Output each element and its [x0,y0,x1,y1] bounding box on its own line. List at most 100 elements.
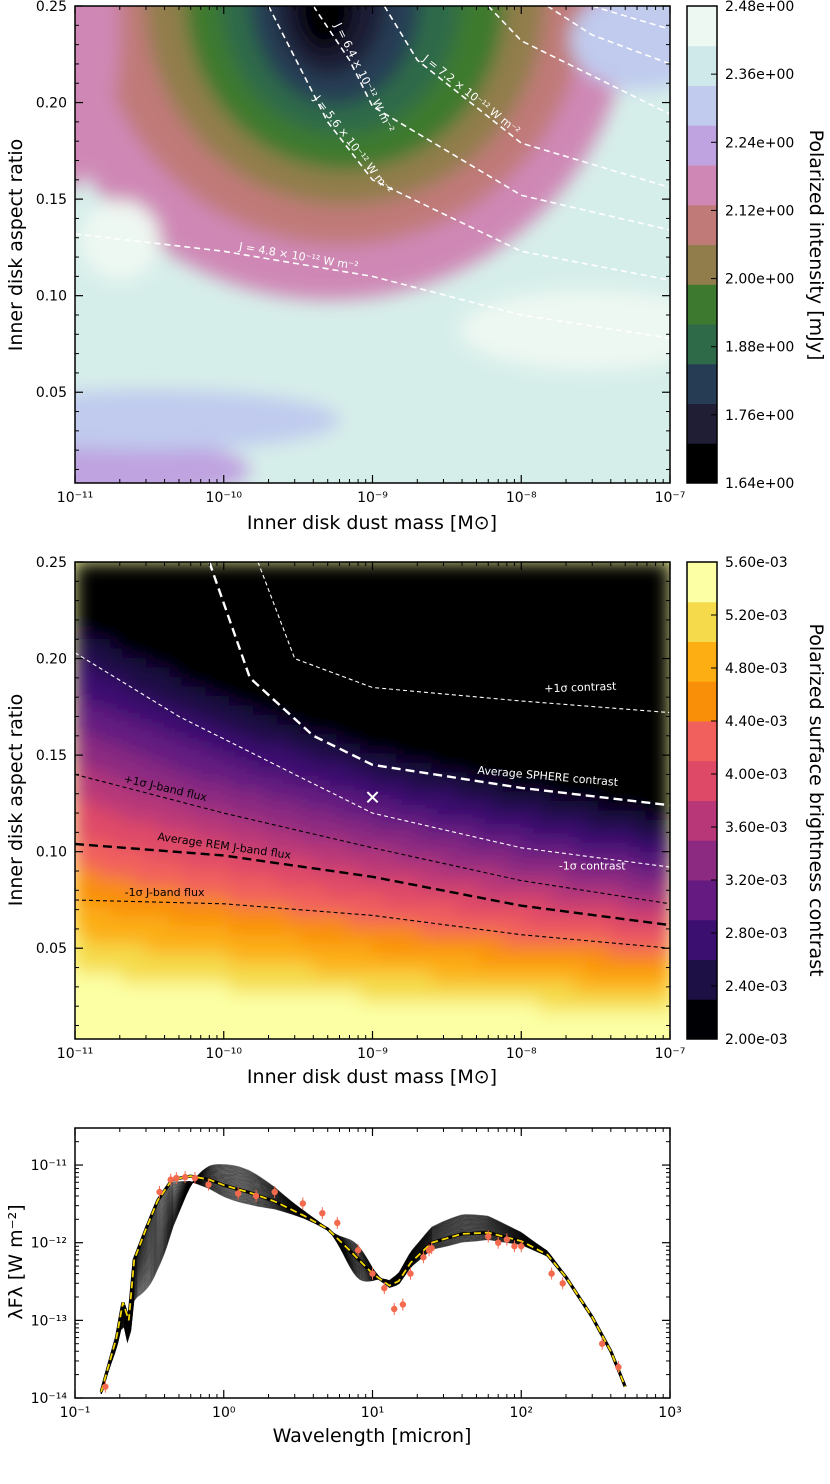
panel-2-heatmap-cell [348,637,362,649]
panel-2-heatmap-cell [383,628,397,639]
panel-2-heatmap-cell [110,790,124,801]
panel-2-heatmap-cell [526,590,540,601]
panel-2-heatmap-cell [431,723,445,735]
panel-2-heatmap-cell [550,952,564,964]
panel-2-heatmap-cell [562,847,576,859]
panel-2-heatmap-cell [312,809,326,821]
panel-2-heatmap-cell [407,914,421,926]
panel-2-heatmap-cell [288,761,302,773]
panel-2-heatmap-cell [455,1028,469,1039]
panel-2-heatmap-cell [431,876,445,887]
panel-2-heatmap-cell [122,695,135,706]
panel-2-heatmap-cell [193,1009,207,1021]
panel-2-heatmap-cell [502,733,516,744]
panel-2-heatmap-cell [407,742,421,754]
panel-2-heatmap-cell [562,704,576,716]
panel-2-heatmap-cell [241,761,254,773]
panel-2-heatmap-cell [336,704,350,716]
panel-2-heatmap-cell [455,733,469,744]
panel-2-heatmap-cell [610,838,623,849]
panel-2-heatmap-cell [562,990,576,1002]
panel-2-heatmap-cell [467,590,481,601]
panel-2-heatmap-cell [372,675,385,687]
panel-2-heatmap-cell [514,714,528,725]
panel-2-heatmap-cell [502,761,516,773]
panel-2-heatmap-cell [407,771,421,782]
panel-2-heatmap-cell [193,733,207,744]
panel-2-heatmap-cell [276,790,290,801]
panel-2-heatmap-cell [98,809,112,821]
panel-2-contour-line [75,899,670,949]
panel-2-heatmap-cell [75,904,88,916]
panel-2-heatmap-cell [241,590,254,601]
panel-2-heatmap-cell [633,819,647,830]
panel-2-heatmap-cell [383,618,397,630]
panel-2-heatmap-cell [550,819,564,830]
panel-2-heatmap-cell [574,981,588,992]
panel-2-heatmap-cell [431,914,445,926]
panel-2-heatmap-cell [419,666,433,677]
panel-2-heatmap-cell [288,580,302,592]
panel-2-heatmap-cell [217,809,231,821]
panel-2-heatmap-cell [657,609,670,620]
panel-2-heatmap-cell [526,562,540,573]
panel-2-heatmap-cell [241,628,254,639]
panel-2-heatmap-cell [276,571,290,582]
panel-2-heatmap-cell [348,780,362,792]
panel-2-heatmap-cell [562,1028,576,1039]
panel-2-heatmap-cell [193,838,207,849]
panel-2-heatmap-cell [336,599,350,611]
panel-2-heatmap-cell [134,562,147,573]
panel-2-heatmap-cell [574,618,588,630]
panel-2-heatmap-cell [205,752,219,763]
panel-2-heatmap-cell [75,876,88,887]
panel-2-heatmap-cell [562,571,576,582]
panel-2-heatmap-cell [491,800,504,811]
panel-2-heatmap-cell [134,857,147,868]
panel-2-heatmap-cell [383,1028,397,1039]
panel-2-heatmap-cell [383,971,397,983]
panel-2-heatmap-cell [538,952,552,964]
panel-2-heatmap-cell [312,866,326,878]
panel-2-heatmap-cell [324,714,338,725]
panel-2-heatmap-cell [122,761,135,773]
panel-2-heatmap-cell [110,704,124,716]
panel-2-heatmap-cell [98,952,112,964]
panel-2-heatmap-cell [383,876,397,887]
panel-2-heatmap-cell [241,1000,254,1011]
panel-2-heatmap-cell [562,857,576,868]
panel-2-heatmap-cell [538,847,552,859]
panel-2-heatmap-cell [550,666,564,677]
panel-2-heatmap-cell [122,924,135,935]
panel-2-heatmap-cell [526,666,540,677]
panel-2-heatmap-cell [598,714,611,725]
panel-2-heatmap-cell [562,637,576,649]
panel-2-heatmap-cell [372,1000,385,1011]
panel-2-heatmap-cell [431,637,445,649]
panel-2-heatmap-cell [336,914,350,926]
panel-2-heatmap-cell [193,828,207,840]
panel-2-heatmap-cell [598,800,611,811]
panel-2-heatmap-cell [157,742,171,754]
panel-2-heatmap-cell [145,857,159,868]
panel-2-heatmap-cell [145,742,159,754]
panel-1-colorbar-band [687,45,717,86]
panel-2-heatmap-cell [181,952,195,964]
panel-2-heatmap-cell [288,924,302,935]
panel-2-heatmap-cell [300,562,314,573]
panel-2-heatmap-cell [372,656,385,668]
panel-2-heatmap-cell [264,742,278,754]
panel-2-heatmap-cell [443,733,457,744]
panel-2-xtick-label: 10⁻⁸ [506,1046,537,1062]
panel-2-heatmap-cell [395,666,409,677]
panel-2-heatmap-cell [193,857,207,868]
panel-2-heatmap-cell [562,685,576,697]
panel-2-heatmap-cell [610,914,623,926]
panel-2-heatmap-cell [300,571,314,582]
panel-2-heatmap-cell [276,857,290,868]
panel-2-heatmap-cell [98,656,112,668]
panel-2-heatmap-cell [110,1000,124,1011]
panel-2-heatmap-cell [288,656,302,668]
panel-2-heatmap-cell [348,971,362,983]
